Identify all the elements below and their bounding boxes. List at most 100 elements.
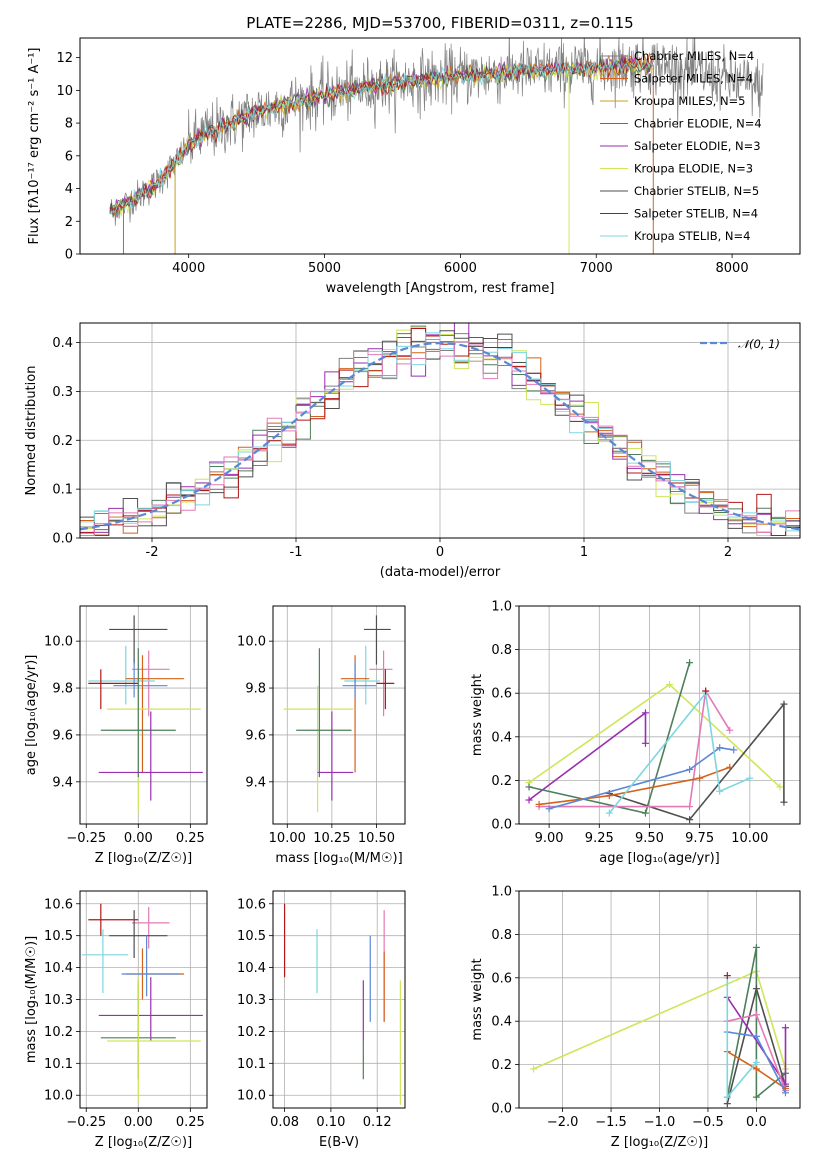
histogram-step (80, 339, 800, 537)
x-axis-label: wavelength [Angstrom, rest frame] (326, 281, 555, 296)
model-spectrum-line (109, 58, 654, 214)
y-tick-label: 0.8 (491, 928, 512, 943)
legend-entry: Salpeter ELODIE, N=3 (634, 139, 761, 153)
legend: Chabrier MILES, N=4 Salpeter MILES, N=4 Kr… (600, 49, 762, 243)
panel-mass-vs-Z: −0.25 0.00 0.25 10.0 10.1 10.2 10.3 10.4 10.5 10.… (24, 890, 208, 1150)
plus-marker (752, 1093, 760, 1101)
plus-marker (780, 798, 788, 806)
error-bar-point (344, 645, 381, 705)
plot-area (530, 943, 789, 1108)
y-tick-label: 10.0 (237, 1089, 266, 1104)
legend-entry: Salpeter STELIB, N=4 (634, 207, 758, 221)
y-axis-label: age [log₁₀(age/yr)] (24, 655, 39, 776)
error-bar-point (283, 685, 354, 813)
y-tick-label: 10.3 (44, 993, 73, 1008)
legend-entry: Chabrier STELIB, N=5 (634, 184, 759, 198)
plot-frame (79, 605, 208, 825)
plus-marker (752, 1032, 760, 1040)
y-tick-label: 0.4 (491, 1015, 512, 1030)
y-tick-label: 0.4 (491, 730, 512, 745)
y-tick-label: 10.6 (44, 897, 73, 912)
panel-age-vs-mass: 10.00 10.25 10.50 9.4 9.6 9.8 10.0 mass [log₁₀(… (237, 605, 406, 866)
y-tick-label: 0.6 (491, 971, 512, 986)
x-axis-label: Z [log₁₀(Z/Z☉)] (611, 1135, 708, 1150)
error-bar-point (98, 711, 203, 801)
y-tick-label: 0.2 (491, 1058, 512, 1073)
y-tick-label: 1.0 (491, 885, 512, 900)
plus-marker (696, 774, 704, 782)
plot-area (283, 903, 401, 1105)
y-tick-label: 10.1 (237, 1057, 266, 1072)
plus-marker (781, 1089, 789, 1097)
plots-layer: 4000 5000 6000 7000 8000024681012wavelength … (24, 37, 801, 1150)
y-tick-label: 10.4 (237, 961, 266, 976)
y-tick-label: 6 (65, 149, 73, 164)
y-axis-label: mass weight (470, 674, 485, 756)
y-tick-label: 10.0 (237, 635, 266, 650)
y-axis-label: Flux [fλ10⁻¹⁷ erg cm⁻² s⁻¹ A⁻¹] (27, 48, 42, 245)
y-tick-label: 0.1 (52, 483, 73, 498)
plot-frame (79, 890, 208, 1109)
error-bar-point (82, 929, 128, 994)
x-tick-label: 4000 (172, 261, 205, 276)
x-tick-label: −1.5 (595, 1115, 627, 1130)
plus-marker (730, 746, 738, 754)
y-tick-label: 9.4 (245, 775, 266, 790)
y-tick-label: 12 (56, 51, 73, 66)
plus-marker (716, 787, 724, 795)
plot-frame (518, 605, 801, 825)
plus-marker (780, 700, 788, 708)
panel-mass-vs-ebv: 0.08 0.10 0.12 10.0 10.1 10.2 10.3 10.4 10.5 10.6… (237, 890, 406, 1150)
error-bar-point (88, 669, 139, 710)
plus-marker (641, 809, 649, 817)
y-tick-label: 10.5 (237, 929, 266, 944)
y-axis-label: mass [log₁₀(M/M☉)] (24, 936, 39, 1063)
legend-entry: Chabrier MILES, N=4 (634, 49, 754, 63)
plus-marker (716, 744, 724, 752)
plus-marker (781, 1024, 789, 1032)
error-bar-point (88, 645, 155, 705)
plus-marker (746, 774, 754, 782)
mass-weight-line (548, 746, 734, 810)
y-tick-label: 10.2 (44, 1025, 73, 1040)
x-tick-label: 9.75 (685, 831, 714, 846)
error-bar-point (125, 655, 185, 773)
y-tick-label: 9.6 (52, 728, 73, 743)
plus-marker (752, 943, 760, 951)
x-tick-label: 8000 (716, 261, 749, 276)
plus-marker (686, 766, 694, 773)
legend-entry: 𝒩(0, 1) (738, 337, 780, 351)
plus-marker (726, 726, 734, 734)
plot-frame (518, 890, 801, 1109)
plot-frame (79, 37, 801, 255)
x-tick-label: -2 (146, 545, 159, 560)
x-tick-label: −0.25 (66, 1115, 106, 1130)
y-tick-label: 8 (65, 117, 73, 132)
plot-area (525, 659, 788, 824)
legend-entry: Kroupa ELODIE, N=3 (634, 162, 753, 176)
x-tick-label: 6000 (444, 261, 477, 276)
y-tick-label: 10.6 (237, 897, 266, 912)
error-bar-point (100, 648, 176, 778)
y-axis-label: Normed distribution (24, 366, 39, 496)
error-bar-point (113, 662, 168, 698)
model-spectrum-line (109, 57, 654, 212)
y-tick-label: 9.8 (245, 682, 266, 697)
panel-residuals: -2 -1 0 1 2 0.0 0.1 0.2 0.3 0.4 (data-model)/error… (24, 322, 801, 580)
x-axis-label: E(B-V) (319, 1135, 359, 1150)
x-tick-label: −0.25 (66, 831, 106, 846)
plus-marker (752, 1011, 760, 1019)
y-tick-label: 10.2 (237, 1025, 266, 1040)
plus-marker (702, 687, 710, 695)
x-tick-label: 9.25 (585, 831, 614, 846)
error-bar-point (109, 910, 168, 959)
plot-area (109, 38, 764, 254)
x-tick-label: -1 (290, 545, 303, 560)
plus-marker (641, 709, 649, 717)
mass-weight-line (726, 947, 787, 1099)
y-tick-label: 0.8 (491, 643, 512, 658)
error-bar-point (121, 935, 180, 997)
y-tick-label: 0.0 (491, 818, 512, 833)
legend-entry: Chabrier ELODIE, N=4 (634, 117, 762, 131)
